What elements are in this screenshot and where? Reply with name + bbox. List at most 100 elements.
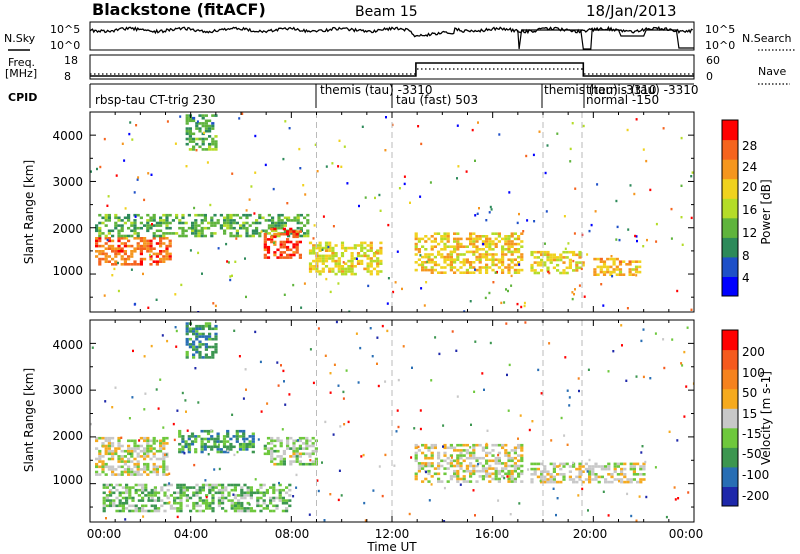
power-cell — [149, 216, 153, 220]
velocity-cell — [472, 456, 476, 460]
power-cell — [540, 263, 544, 267]
power-cell — [540, 261, 544, 264]
power-cell — [337, 257, 341, 260]
velocity-cell — [182, 488, 186, 492]
power-cell — [501, 245, 505, 248]
power-cell — [440, 266, 444, 269]
velocity-cell — [208, 491, 212, 495]
power-cell — [312, 265, 316, 268]
cpid-label: CPID — [8, 91, 37, 104]
velocity-cell — [152, 452, 156, 456]
power-cell — [216, 219, 220, 222]
power-speckle — [367, 284, 370, 288]
velocity-cell — [298, 455, 302, 458]
velocity-cell — [597, 480, 601, 484]
power-cell — [376, 272, 380, 276]
velocity-cell — [211, 507, 215, 510]
power-cell — [127, 257, 131, 261]
power-cell — [123, 221, 127, 225]
velocity-cell — [204, 353, 208, 357]
velocity-cell — [216, 435, 220, 438]
power-cell — [501, 261, 505, 264]
velocity-speckle — [359, 346, 362, 350]
power-cell — [152, 219, 156, 222]
power-speckle — [392, 290, 395, 294]
velocity-speckle — [425, 470, 427, 474]
power-speckle — [264, 163, 267, 167]
cpid-label-1: rbsp-tau CT-trig 230 — [95, 93, 215, 107]
velocity-cell — [433, 443, 437, 447]
velocity-speckle — [210, 429, 213, 432]
power-speckle — [316, 170, 319, 173]
power-speckle — [465, 170, 468, 173]
velocity-cell — [540, 462, 544, 466]
velocity-cell — [137, 507, 141, 510]
velocity-cell — [481, 446, 485, 450]
power-speckle — [522, 230, 525, 233]
power-cell — [414, 235, 418, 238]
power-cell — [162, 237, 166, 240]
velocity-cell — [134, 504, 138, 508]
velocity-speckle — [233, 329, 236, 332]
power-speckle — [99, 165, 102, 169]
power-cell — [465, 258, 469, 261]
power-cell — [98, 221, 102, 225]
velocity-cell — [584, 462, 588, 466]
velocity-cell — [613, 467, 617, 471]
power-cell — [152, 247, 156, 250]
power-cell — [462, 245, 466, 248]
velocity-cell — [195, 345, 199, 349]
power-cell — [530, 253, 534, 257]
velocity-cell — [256, 488, 260, 492]
velocity-cell — [143, 436, 147, 440]
velocity-cell — [204, 345, 208, 349]
velocity-speckle — [519, 414, 522, 417]
velocity-cell — [520, 472, 524, 476]
power-cell — [143, 237, 147, 240]
velocity-cell — [195, 350, 199, 354]
velocity-cell — [179, 504, 183, 508]
velocity-cell — [146, 462, 150, 466]
vel-cbar-tick-m15: -15 — [742, 427, 762, 441]
velocity-cell — [203, 448, 207, 451]
power-speckle — [385, 116, 387, 119]
velocity-cell — [302, 462, 306, 466]
power-cell — [504, 237, 508, 241]
power-cell — [292, 230, 296, 233]
power-speckle — [457, 165, 460, 168]
velocity-cell — [289, 447, 293, 450]
velocity-cell — [302, 442, 306, 445]
velocity-speckle — [173, 438, 176, 442]
power-cell — [517, 235, 521, 238]
power-cell — [292, 251, 296, 254]
velocity-cell — [123, 468, 127, 471]
velocity-cell — [251, 437, 255, 441]
power-cell — [223, 219, 227, 222]
velocity-cell — [632, 467, 636, 471]
power-cell — [168, 239, 172, 243]
velocity-cell — [568, 475, 572, 479]
velocity-cell — [613, 478, 617, 481]
power-cell — [453, 248, 457, 251]
velocity-cell — [453, 464, 457, 468]
power-cell — [475, 235, 479, 238]
velocity-cell — [446, 446, 450, 450]
velocity-cell — [139, 455, 143, 458]
power-cell — [449, 245, 453, 248]
power-cell — [165, 247, 169, 250]
power-cell — [181, 221, 185, 225]
power-cell — [481, 253, 485, 256]
velocity-cell — [98, 460, 102, 463]
velocity-cell — [269, 486, 273, 489]
velocity-cell — [437, 467, 441, 470]
velocity-cell — [102, 501, 106, 505]
power-speckle — [477, 121, 479, 124]
velocity-ytick-1000: 1000 — [52, 473, 83, 487]
power-cell — [289, 253, 293, 257]
velocity-cell — [104, 439, 108, 443]
velocity-cell — [298, 447, 302, 450]
power-speckle — [304, 193, 307, 196]
velocity-cell — [181, 450, 185, 454]
velocity-cell — [485, 469, 489, 473]
power-cell — [318, 270, 322, 273]
